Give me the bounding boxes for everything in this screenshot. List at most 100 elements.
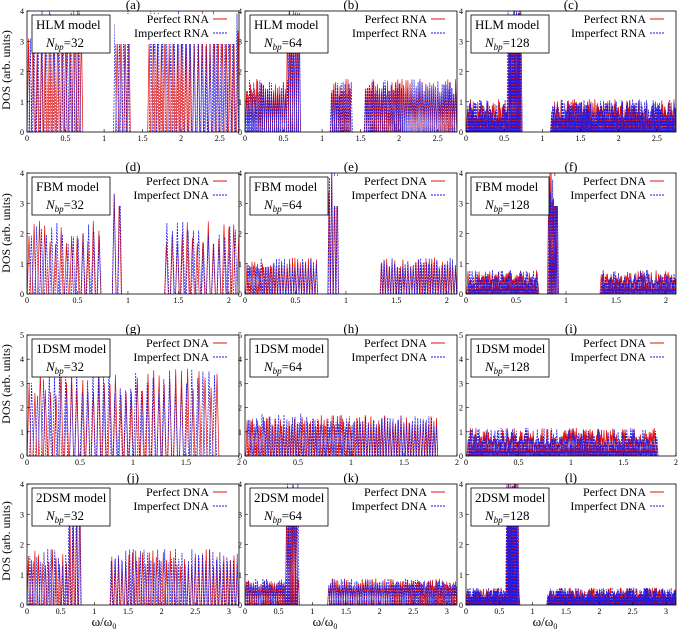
legend-entry: Perfect DNA [364, 485, 427, 499]
model-box [31, 487, 111, 527]
nbp-label: Nbp=64 [263, 359, 303, 376]
nbp-label: Nbp=32 [45, 35, 84, 52]
legend-entry: Perfect DNA [364, 174, 427, 188]
model-box [249, 14, 329, 54]
nbp-label: Nbp=32 [45, 197, 84, 214]
x-axis-label: ω/ω0 [92, 614, 117, 631]
x-tick-label: 0.5 [514, 458, 524, 467]
y-tick-label: 4 [238, 7, 242, 16]
y-tick-label: 3 [20, 199, 24, 208]
x-tick-label: 3 [227, 607, 231, 616]
series-imperfect [245, 11, 457, 132]
model-name: 2DSM model [475, 490, 546, 505]
x-tick-label: 0.5 [293, 458, 303, 467]
series-imperfect [245, 484, 457, 605]
y-tick-label: 1 [20, 571, 24, 580]
legend-entry: Perfect RNA [584, 12, 647, 26]
series-imperfect [246, 173, 457, 294]
x-tick-label: 1 [344, 296, 348, 305]
y-tick-label: 3 [459, 510, 463, 519]
x-tick-label: 1.5 [391, 296, 401, 305]
panel-label: (h) [343, 321, 358, 336]
x-tick-label: 2.5 [433, 134, 443, 143]
nbp-label: Nbp=32 [45, 508, 84, 525]
legend-entry: Perfect DNA [583, 174, 646, 188]
y-tick-label: 3 [20, 510, 24, 519]
x-tick-label: 2 [160, 607, 164, 616]
panel-label: (k) [343, 470, 358, 485]
model-name: HLM model [475, 17, 540, 32]
legend-entry: Imperfect DNA [351, 188, 427, 202]
x-tick-label: 1.5 [341, 607, 351, 616]
y-tick-label: 1 [459, 571, 463, 580]
y-tick-label: 3 [238, 37, 242, 46]
legend-entry: Perfect DNA [583, 336, 646, 350]
x-tick-label: 2.5 [652, 134, 662, 143]
x-tick-label: 0 [243, 134, 247, 143]
model-box [31, 338, 111, 378]
legend-entry: Imperfect DNA [351, 350, 427, 364]
model-name: 1DSM model [475, 341, 546, 356]
y-tick-label: 4 [459, 7, 463, 16]
y-tick-label: 2 [238, 68, 242, 77]
nbp-label: Nbp=64 [263, 508, 303, 525]
model-box [249, 338, 329, 378]
model-box [31, 14, 111, 54]
y-tick-label: 3 [20, 379, 24, 388]
y-tick-label: 2 [459, 230, 463, 239]
x-tick-label: 0 [25, 607, 29, 616]
legend-entry: Perfect RNA [365, 12, 428, 26]
y-tick-label: 0 [459, 601, 463, 610]
legend-entry: Imperfect DNA [570, 188, 646, 202]
panel-label: (g) [125, 321, 140, 336]
y-tick-label: 0 [238, 128, 242, 137]
legend-entry: Perfect DNA [146, 174, 209, 188]
legend-entry: Imperfect DNA [351, 499, 427, 513]
panel-b: (b) 0 0.5 1 1.5 2 2.5 0 1 2 3 4 HLM model Nbp=64 Perfe… [238, 0, 458, 143]
legend-entry: Perfect RNA [147, 12, 210, 26]
x-tick-label: 1 [131, 458, 135, 467]
y-tick-label: 3 [459, 37, 463, 46]
legend-entry: Imperfect RNA [352, 26, 427, 40]
x-tick-label: 1 [349, 458, 353, 467]
x-tick-label: 0.5 [72, 296, 82, 305]
x-tick-label: 1.5 [619, 458, 629, 467]
y-axis-label: DOS (arb. units) [0, 193, 13, 273]
x-tick-label: 1.5 [123, 607, 133, 616]
x-axis-label: ω/ω0 [533, 614, 558, 631]
panel-label: (c) [564, 0, 578, 12]
model-box [470, 338, 550, 378]
series-imperfect [467, 427, 659, 456]
series-imperfect [29, 182, 238, 294]
x-tick-label: 1.5 [611, 296, 621, 305]
nbp-label: Nbp=32 [45, 359, 84, 376]
x-tick-label: 3 [664, 607, 668, 616]
legend-entry: Imperfect RNA [134, 26, 209, 40]
x-tick-label: 2.5 [628, 607, 638, 616]
model-name: 2DSM model [254, 490, 325, 505]
y-tick-label: 4 [20, 7, 24, 16]
x-tick-label: 1 [569, 458, 573, 467]
y-tick-label: 1 [238, 428, 242, 437]
series-imperfect [466, 11, 676, 132]
x-tick-label: 1 [92, 607, 96, 616]
x-tick-label: 1.5 [399, 458, 409, 467]
y-tick-label: 0 [238, 601, 242, 610]
x-tick-label: 1.5 [561, 607, 571, 616]
model-name: 1DSM model [36, 341, 107, 356]
series-perfect [27, 188, 239, 294]
x-tick-label: 1.5 [173, 296, 183, 305]
y-tick-label: 3 [20, 37, 24, 46]
model-name: FBM model [36, 179, 100, 194]
x-tick-label: 0 [25, 458, 29, 467]
x-tick-label: 1.5 [181, 458, 191, 467]
legend-entry: Perfect DNA [146, 336, 209, 350]
y-tick-label: 4 [238, 480, 242, 489]
legend-entry: Perfect DNA [364, 336, 427, 350]
x-tick-label: 0 [243, 296, 247, 305]
x-tick-label: 2 [674, 458, 678, 467]
x-tick-label: 0.5 [56, 607, 66, 616]
